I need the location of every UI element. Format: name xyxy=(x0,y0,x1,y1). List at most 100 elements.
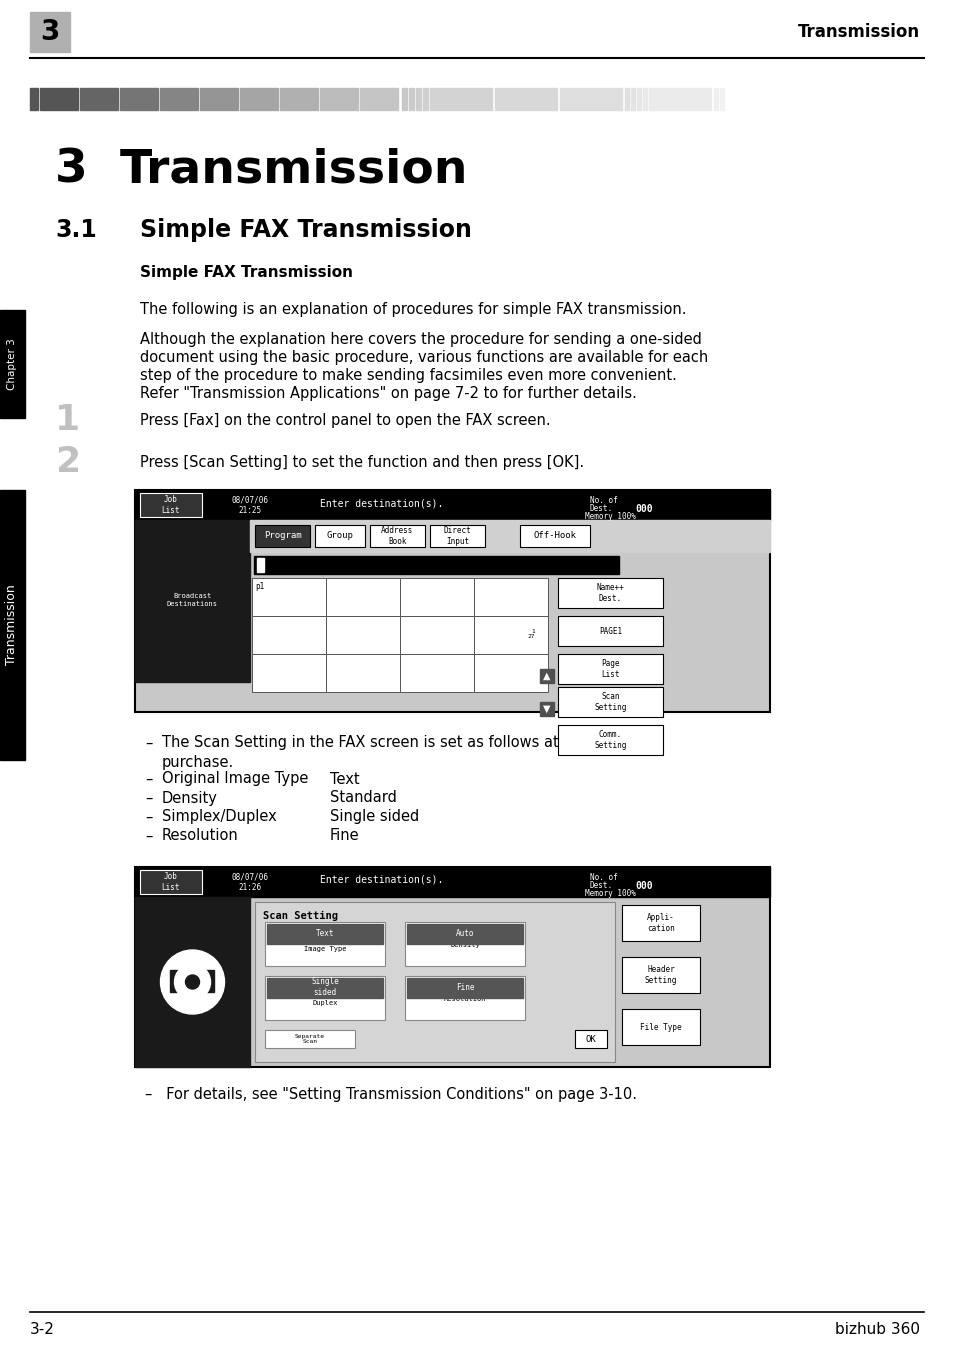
Text: PAGE1: PAGE1 xyxy=(598,626,621,635)
Text: Fine: Fine xyxy=(456,983,474,991)
Bar xyxy=(326,579,399,617)
Text: Broadcast
Destinations: Broadcast Destinations xyxy=(167,594,218,607)
Bar xyxy=(495,88,557,110)
Bar xyxy=(558,687,662,717)
Text: Text: Text xyxy=(315,929,334,937)
Bar xyxy=(0,310,25,418)
Text: Resolution: Resolution xyxy=(443,996,486,1002)
Bar xyxy=(120,88,158,110)
Bar xyxy=(430,525,484,548)
Text: ▲: ▲ xyxy=(542,671,550,681)
Text: purchase.: purchase. xyxy=(162,754,234,769)
Bar xyxy=(558,725,662,754)
Text: p1: p1 xyxy=(254,581,264,591)
Text: Comm.
Setting: Comm. Setting xyxy=(594,730,626,750)
Bar xyxy=(252,579,326,617)
Bar xyxy=(642,88,646,110)
Bar xyxy=(624,88,628,110)
Text: 1
27: 1 27 xyxy=(527,629,535,639)
Text: The following is an explanation of procedures for simple FAX transmission.: The following is an explanation of proce… xyxy=(140,301,686,316)
Bar xyxy=(140,869,202,894)
Bar xyxy=(399,579,474,617)
Text: Separate
Scan: Separate Scan xyxy=(294,1033,325,1044)
Text: Off-Hook: Off-Hook xyxy=(533,531,576,541)
Bar xyxy=(267,923,382,944)
Text: 08/07/06
21:26: 08/07/06 21:26 xyxy=(232,872,268,892)
Text: 3-2: 3-2 xyxy=(30,1322,55,1337)
Bar xyxy=(265,922,385,965)
Bar xyxy=(252,654,326,692)
Bar xyxy=(416,88,420,110)
Text: Page
List: Page List xyxy=(600,660,619,679)
Bar xyxy=(250,521,769,552)
Bar xyxy=(519,525,589,548)
Text: Direct
Input: Direct Input xyxy=(443,526,471,546)
Text: Simplex/Duplex: Simplex/Duplex xyxy=(162,810,276,825)
Bar xyxy=(200,88,237,110)
Bar xyxy=(474,654,547,692)
Circle shape xyxy=(160,950,224,1014)
Text: 3.1: 3.1 xyxy=(55,218,96,242)
Bar xyxy=(539,669,554,683)
Text: Dest.: Dest. xyxy=(589,504,613,512)
Text: Original Image Type: Original Image Type xyxy=(162,772,308,787)
Text: step of the procedure to make sending facsimiles even more convenient.: step of the procedure to make sending fa… xyxy=(140,368,677,383)
Text: Simple FAX Transmission: Simple FAX Transmission xyxy=(140,265,353,280)
Bar xyxy=(254,525,310,548)
Text: 3: 3 xyxy=(40,18,60,46)
Circle shape xyxy=(185,975,199,990)
Bar xyxy=(637,88,640,110)
Circle shape xyxy=(174,964,211,1000)
Text: 1: 1 xyxy=(55,403,80,437)
Text: Text: Text xyxy=(330,772,359,787)
Bar xyxy=(326,617,399,654)
Bar xyxy=(0,489,25,760)
Bar xyxy=(267,977,382,998)
Bar xyxy=(621,904,700,941)
Text: 08/07/06
21:25: 08/07/06 21:25 xyxy=(232,495,268,515)
Bar xyxy=(405,922,524,965)
Text: File Type: File Type xyxy=(639,1022,681,1032)
Text: Although the explanation here covers the procedure for sending a one-sided: Although the explanation here covers the… xyxy=(140,333,701,347)
Bar xyxy=(409,88,414,110)
Bar xyxy=(559,88,621,110)
Bar xyxy=(401,88,407,110)
Text: –   For details, see "Setting Transmission Conditions" on page 3-10.: – For details, see "Setting Transmission… xyxy=(145,1087,637,1102)
Bar xyxy=(135,489,769,713)
Text: Auto: Auto xyxy=(456,929,474,937)
Bar xyxy=(265,1030,355,1048)
Bar xyxy=(575,1030,606,1048)
Bar xyxy=(135,896,250,1067)
Bar xyxy=(319,88,357,110)
Bar xyxy=(422,88,428,110)
Bar xyxy=(80,88,118,110)
Text: bizhub 360: bizhub 360 xyxy=(834,1322,919,1337)
Text: Header
Setting: Header Setting xyxy=(644,965,677,984)
Text: 000: 000 xyxy=(635,882,652,891)
Text: ▼: ▼ xyxy=(542,704,550,714)
Bar xyxy=(254,902,615,1063)
Text: Appli-
cation: Appli- cation xyxy=(646,914,674,933)
Text: The Scan Setting in the FAX screen is set as follows at the time of: The Scan Setting in the FAX screen is se… xyxy=(162,735,643,750)
Bar xyxy=(370,525,424,548)
Bar xyxy=(720,88,723,110)
Bar xyxy=(359,88,397,110)
Bar xyxy=(135,867,769,896)
Bar xyxy=(474,579,547,617)
Text: Enter destination(s).: Enter destination(s). xyxy=(319,498,443,508)
Bar xyxy=(558,617,662,646)
Bar xyxy=(713,88,718,110)
Text: Single sided: Single sided xyxy=(330,810,418,825)
Text: Job
List: Job List xyxy=(162,495,180,515)
Text: Enter destination(s).: Enter destination(s). xyxy=(319,875,443,886)
Bar xyxy=(280,88,317,110)
Text: document using the basic procedure, various functions are available for each: document using the basic procedure, vari… xyxy=(140,350,707,365)
Text: No. of: No. of xyxy=(589,496,618,506)
Text: Memory 100%: Memory 100% xyxy=(584,890,636,898)
Text: Density: Density xyxy=(450,942,479,948)
Bar xyxy=(135,867,769,1067)
Text: Transmission: Transmission xyxy=(120,147,468,192)
Bar xyxy=(539,702,554,717)
Text: Transmission: Transmission xyxy=(6,584,18,665)
Bar xyxy=(399,654,474,692)
